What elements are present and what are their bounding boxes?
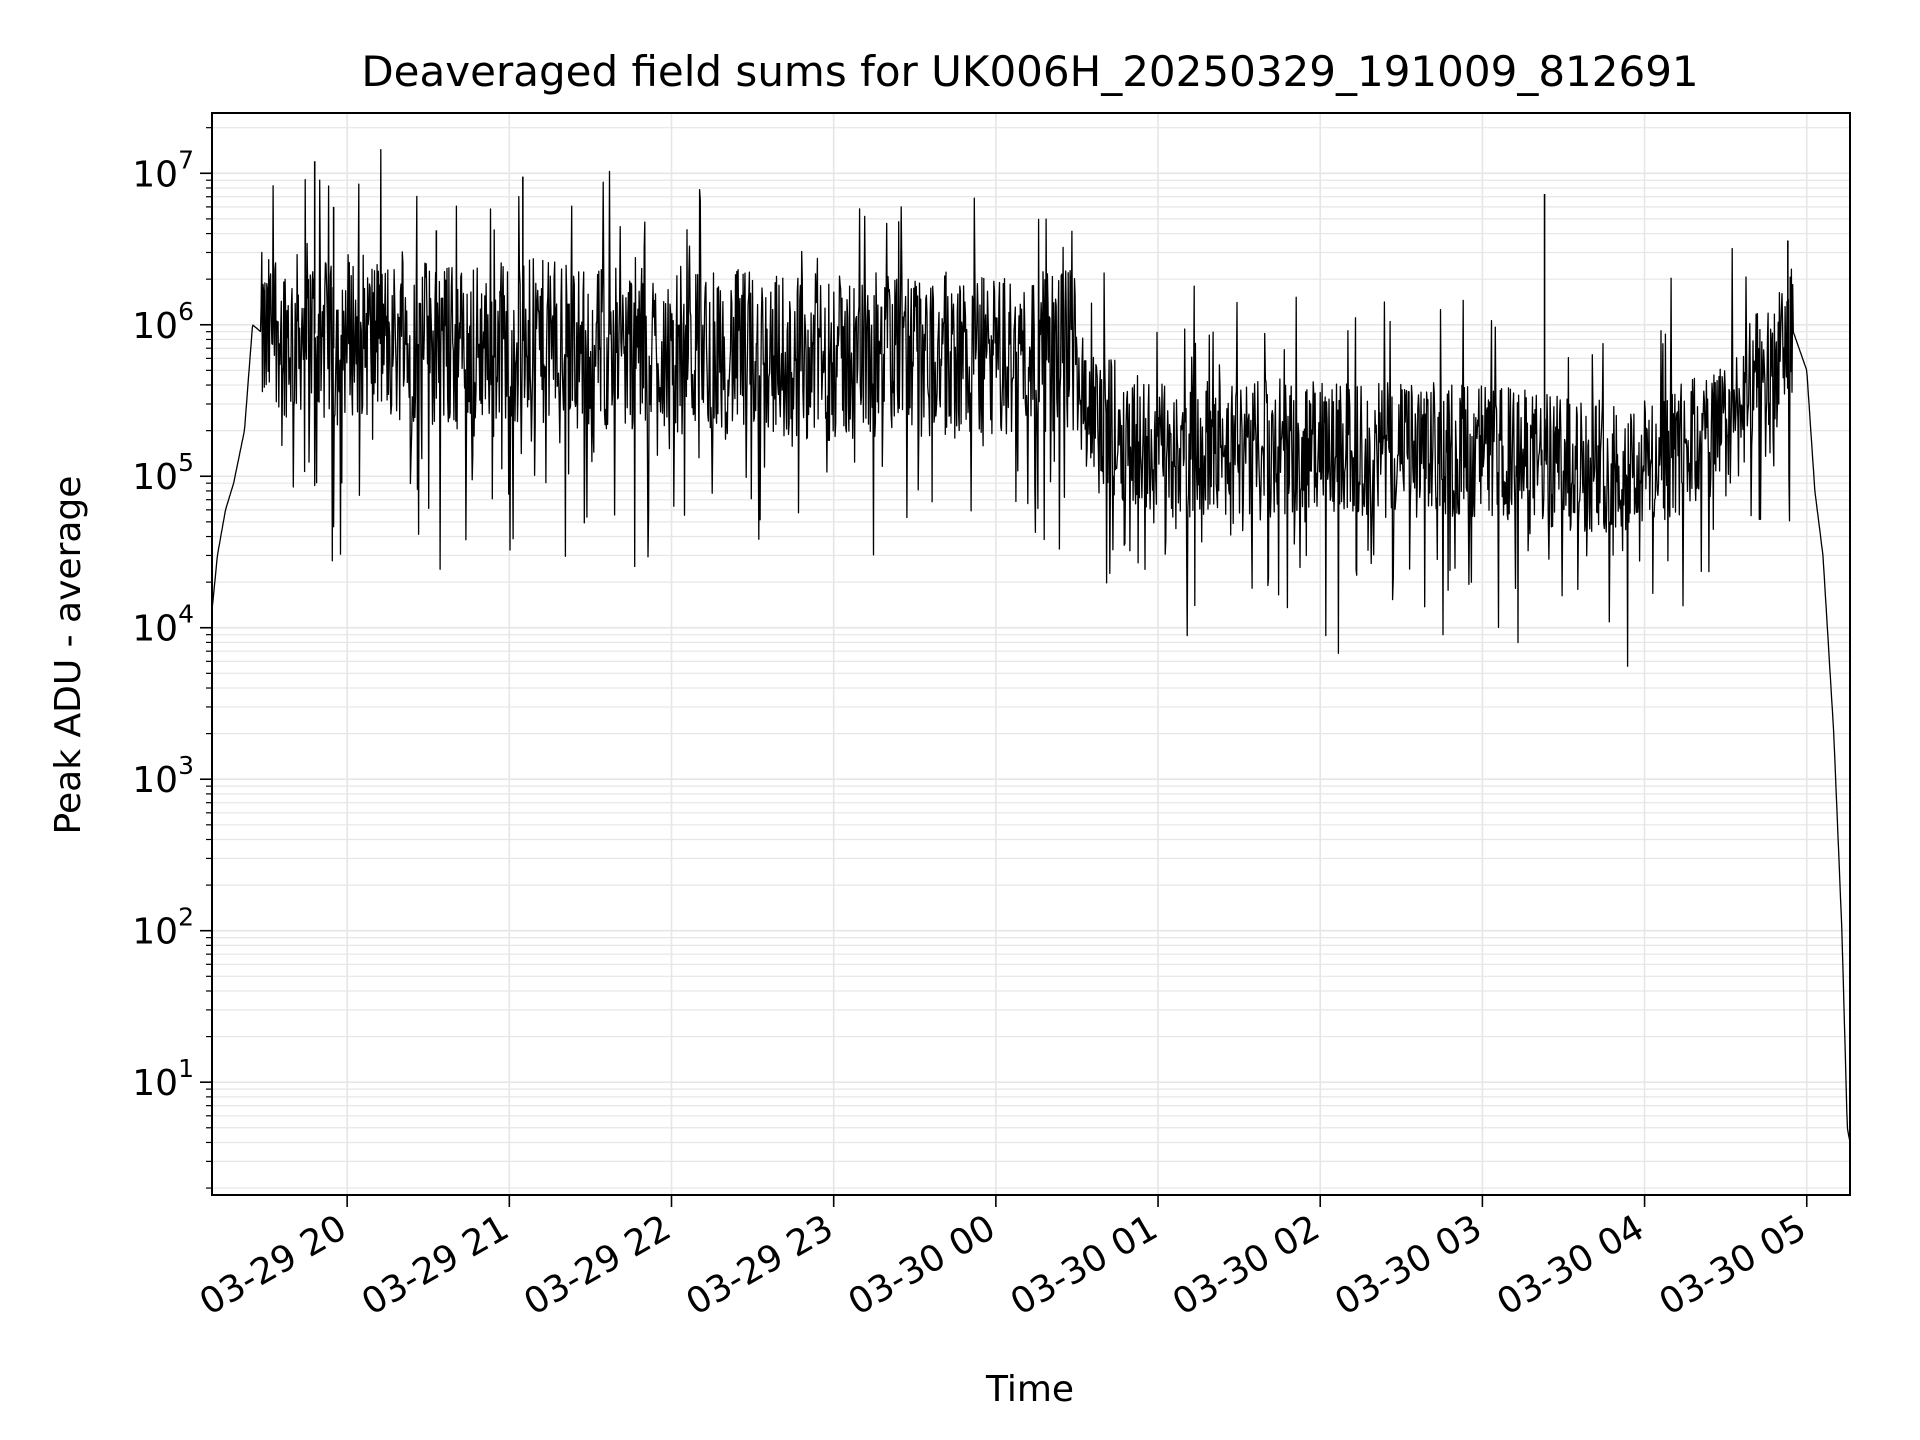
y-tick-label: 107 [132, 145, 194, 195]
y-tick-base: 10 [132, 306, 178, 347]
y-tick-exponent: 7 [178, 145, 194, 174]
y-tick-exponent: 3 [178, 751, 194, 780]
y-tick-exponent: 1 [178, 1054, 194, 1083]
y-tick-base: 10 [132, 457, 178, 498]
y-tick-base: 10 [132, 609, 178, 650]
y-tick-label: 102 [132, 903, 194, 953]
chart-title: Deaveraged field sums for UK006H_2025032… [361, 47, 1698, 96]
y-tick-exponent: 5 [178, 448, 194, 477]
y-tick-base: 10 [132, 760, 178, 801]
y-tick-label: 105 [132, 448, 194, 498]
y-tick-exponent: 6 [178, 297, 194, 326]
y-tick-label: 106 [132, 297, 194, 347]
plot-frame [211, 112, 1851, 1196]
y-tick-label: 104 [132, 600, 194, 650]
y-axis-label: Peak ADU - average [48, 476, 89, 835]
y-tick-exponent: 2 [178, 903, 194, 932]
y-tick-label: 103 [132, 751, 194, 801]
series-line [211, 148, 1851, 1143]
y-tick-base: 10 [132, 154, 178, 195]
data-layer [211, 148, 1851, 1143]
y-tick-exponent: 4 [178, 600, 194, 629]
y-tick-base: 10 [132, 912, 178, 953]
x-axis-label: Time [985, 1369, 1074, 1410]
y-tick-base: 10 [132, 1063, 178, 1104]
grid-layer [212, 113, 1850, 1195]
y-tick-label: 101 [132, 1054, 194, 1104]
